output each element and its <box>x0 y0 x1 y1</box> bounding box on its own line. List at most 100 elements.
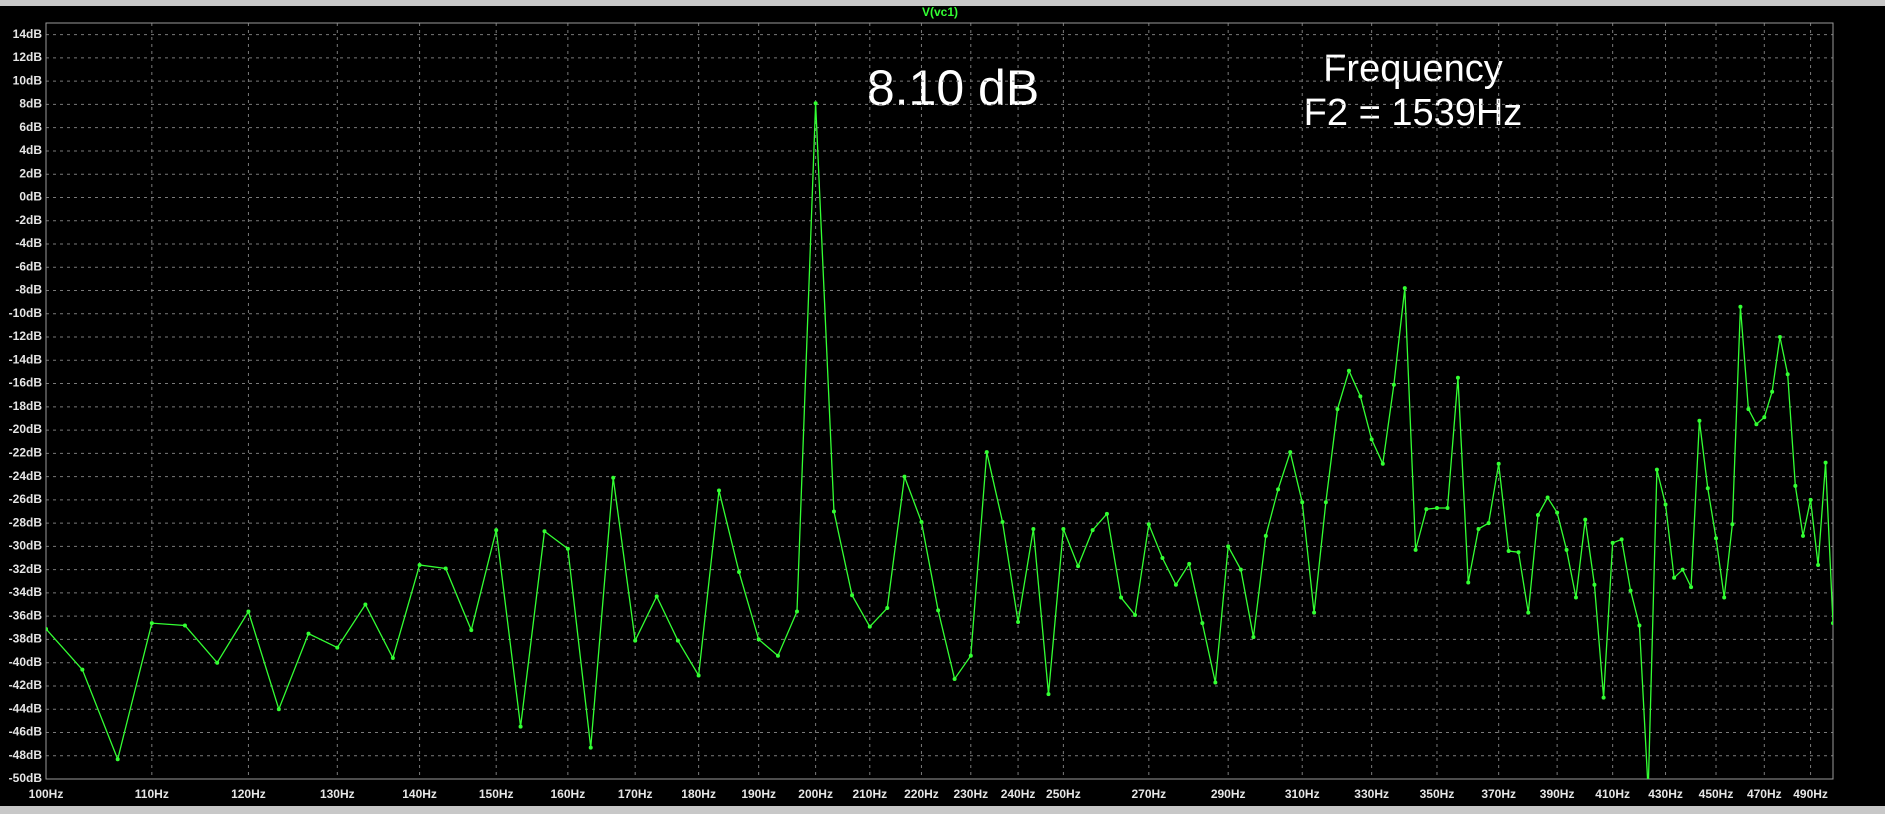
data-point <box>494 528 499 533</box>
y-tick-label: -34dB <box>9 585 43 599</box>
x-tick-label: 450Hz <box>1699 787 1734 801</box>
data-point <box>1046 692 1051 697</box>
x-tick-label: 210Hz <box>852 787 887 801</box>
data-point <box>633 638 638 643</box>
data-point <box>1455 375 1460 380</box>
data-point <box>1555 510 1560 515</box>
data-point <box>1722 595 1727 600</box>
data-point <box>1413 547 1418 552</box>
data-point <box>1445 506 1450 511</box>
x-tick-label: 110Hz <box>135 787 169 801</box>
data-point <box>1133 613 1138 618</box>
y-tick-label: -50dB <box>9 771 43 785</box>
data-point <box>588 745 593 750</box>
y-tick-label: -30dB <box>9 539 43 553</box>
data-point <box>1276 487 1281 492</box>
data-point <box>1816 562 1821 567</box>
data-point <box>1263 533 1268 538</box>
data-point <box>1251 635 1256 640</box>
series-line <box>46 103 1833 779</box>
data-point <box>1714 536 1719 541</box>
data-point <box>417 562 422 567</box>
x-tick-label: 170Hz <box>618 787 653 801</box>
frequency-value-annotation: F2 = 1539Hz <box>1304 92 1523 134</box>
data-point <box>1031 526 1036 531</box>
data-point <box>1061 526 1066 531</box>
data-point <box>1090 528 1095 533</box>
data-point <box>1160 556 1165 561</box>
y-tick-label: -12dB <box>9 329 43 343</box>
y-tick-label: -18dB <box>9 399 43 413</box>
x-tick-label: 180Hz <box>681 787 716 801</box>
y-tick-label: -38dB <box>9 632 43 646</box>
data-point <box>611 475 616 480</box>
y-tick-label: -40dB <box>9 655 43 669</box>
data-point <box>1016 619 1021 624</box>
plot-area <box>46 101 1833 779</box>
y-tick-label: 4dB <box>19 143 42 157</box>
x-tick-label: 270Hz <box>1131 787 1166 801</box>
y-tick-label: -32dB <box>9 562 43 576</box>
data-point <box>1323 500 1328 505</box>
data-point <box>1545 495 1550 500</box>
data-point <box>1466 580 1471 585</box>
data-point <box>518 724 523 729</box>
peak-annotation: 8.10 dB <box>867 60 1039 116</box>
data-point <box>1226 544 1231 549</box>
y-tick-label: -26dB <box>9 492 43 506</box>
data-point <box>1335 407 1340 412</box>
data-point <box>1770 389 1775 394</box>
data-point <box>1346 368 1351 373</box>
data-point <box>246 609 251 614</box>
data-point <box>1746 407 1751 412</box>
data-point <box>1358 394 1363 399</box>
x-tick-label: 190Hz <box>741 787 776 801</box>
data-point <box>775 653 780 658</box>
data-point <box>1573 595 1578 600</box>
data-point <box>1434 506 1439 511</box>
data-point <box>1663 502 1668 507</box>
data-point <box>1213 680 1218 685</box>
data-point <box>1300 500 1305 505</box>
data-point <box>1200 621 1205 626</box>
data-point <box>182 623 187 628</box>
data-point <box>1730 522 1735 527</box>
data-point <box>469 628 474 633</box>
y-tick-label: -16dB <box>9 376 43 390</box>
data-point <box>813 101 818 106</box>
data-point <box>1785 372 1790 377</box>
x-tick-label: 130Hz <box>320 787 355 801</box>
x-tick-label: 290Hz <box>1211 787 1246 801</box>
x-tick-label: 430Hz <box>1648 787 1683 801</box>
data-point <box>565 546 570 551</box>
data-point <box>984 450 989 455</box>
data-point <box>716 488 721 493</box>
data-point <box>1173 582 1178 587</box>
data-point <box>1238 567 1243 572</box>
data-point <box>1000 519 1005 524</box>
data-point <box>390 656 395 661</box>
x-tick-label: 150Hz <box>479 787 514 801</box>
x-tick-label: 370Hz <box>1481 787 1516 801</box>
data-point <box>1369 437 1374 442</box>
x-tick-label: 250Hz <box>1046 787 1081 801</box>
data-point <box>1380 461 1385 466</box>
x-tick-label: 410Hz <box>1595 787 1630 801</box>
trace-name: V(vc1) <box>922 5 958 19</box>
data-point <box>1823 460 1828 465</box>
data-point <box>115 757 120 762</box>
data-point <box>1146 522 1151 527</box>
data-point <box>149 621 154 626</box>
data-point <box>1535 512 1540 517</box>
y-tick-label: 10dB <box>13 73 43 87</box>
data-point <box>1119 595 1124 600</box>
data-point <box>1697 418 1702 423</box>
x-tick-label: 240Hz <box>1001 787 1036 801</box>
data-point <box>1486 521 1491 526</box>
x-tick-label: 220Hz <box>904 787 939 801</box>
data-point <box>1628 588 1633 593</box>
x-tick-label: 390Hz <box>1540 787 1575 801</box>
data-point <box>1654 467 1659 472</box>
